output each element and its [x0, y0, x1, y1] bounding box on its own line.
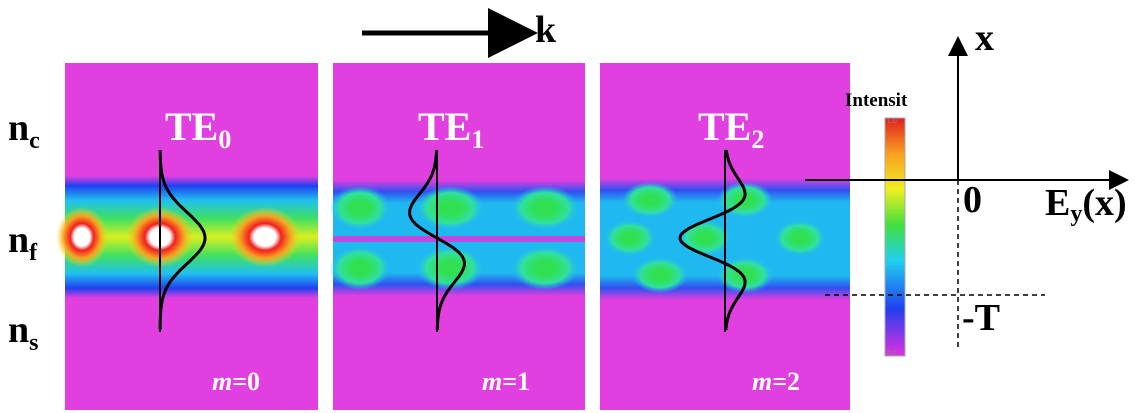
colorbar-min: 0.0 [887, 350, 897, 357]
thickness-label: -T [962, 297, 1000, 339]
colorbar-title: Intensit [845, 90, 908, 111]
layer-label: ns [8, 309, 38, 356]
k-label: k [535, 9, 557, 51]
colorbar-max: 1.0 [887, 118, 897, 125]
layer-label: nf [8, 219, 38, 266]
x-axis-label: x [975, 17, 994, 59]
e-axis-label: Ey(x) [1045, 182, 1127, 227]
origin-label: 0 [963, 179, 982, 221]
layer-label: nc [8, 107, 40, 154]
mode-order: m=2 [752, 367, 800, 396]
mode-order: m=0 [212, 367, 260, 396]
figure: k nc nf ns TE0 TE1 TE2 m=0 m=1 m=2 Inten… [0, 0, 1137, 413]
mode-order: m=1 [482, 367, 530, 396]
colorbar [885, 118, 905, 356]
